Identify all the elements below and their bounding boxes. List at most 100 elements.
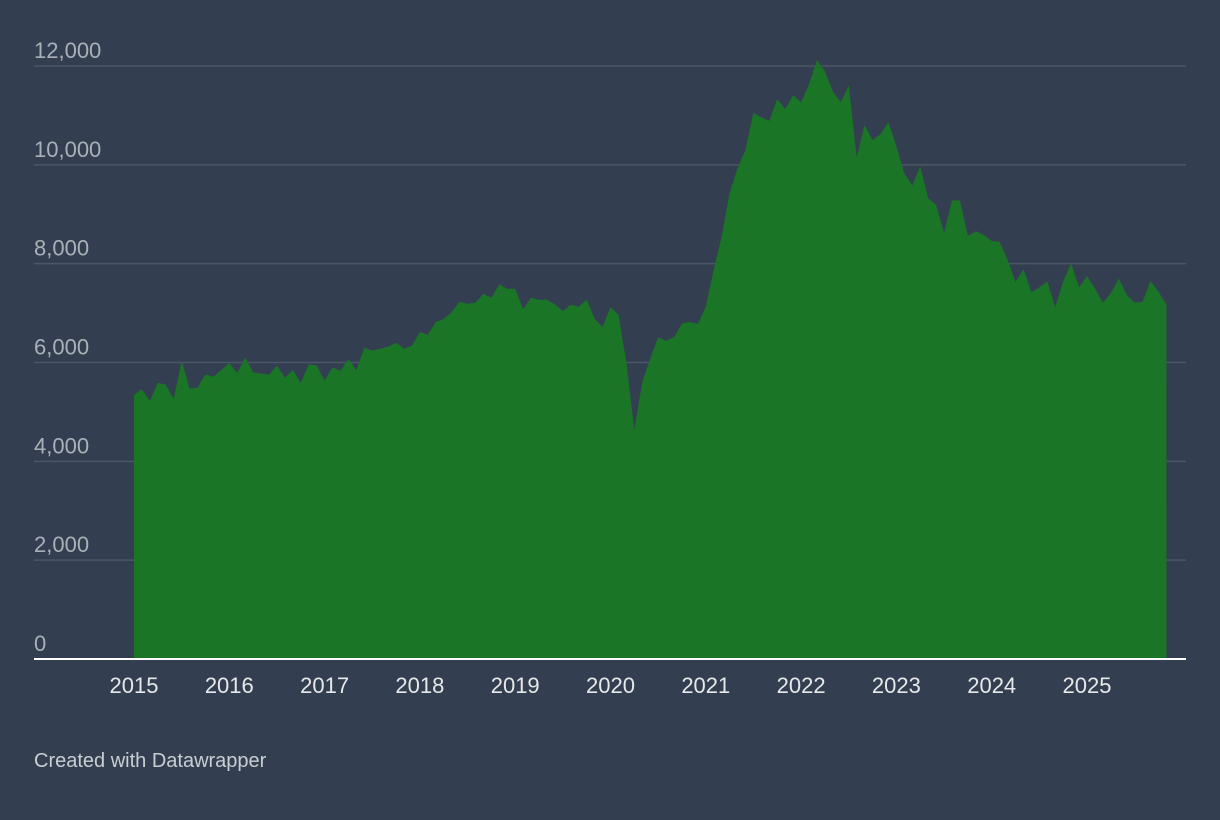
y-tick-label: 4,000: [34, 433, 89, 458]
data-point: [235, 371, 239, 375]
data-point: [172, 397, 176, 401]
data-point: [998, 240, 1002, 244]
data-point: [553, 302, 557, 306]
x-tick-label: 2016: [205, 673, 254, 698]
data-point: [1053, 305, 1057, 309]
data-point: [879, 132, 883, 136]
data-point: [902, 171, 906, 175]
data-point: [672, 335, 676, 339]
data-point: [489, 296, 493, 300]
data-point: [140, 387, 144, 391]
data-point: [616, 313, 620, 317]
data-point: [1093, 286, 1097, 290]
area-series: [134, 60, 1167, 660]
data-point: [1101, 301, 1105, 305]
data-point: [148, 399, 152, 403]
data-point: [402, 347, 406, 351]
data-point: [886, 120, 890, 124]
data-point: [1029, 290, 1033, 294]
data-point: [791, 93, 795, 97]
data-point: [1149, 279, 1153, 283]
data-point: [847, 84, 851, 88]
data-point: [863, 123, 867, 127]
data-point: [203, 372, 207, 376]
y-axis-labels: 0 2,000 4,000 6,000 8,000 10,000 12,000: [34, 38, 101, 656]
data-point: [545, 298, 549, 302]
data-point: [164, 383, 168, 387]
data-point: [156, 381, 160, 385]
data-point: [537, 298, 541, 302]
data-point: [704, 305, 708, 309]
data-point: [219, 368, 223, 372]
data-point: [315, 363, 319, 367]
data-point: [736, 166, 740, 170]
data-point: [942, 231, 946, 235]
data-point: [799, 101, 803, 105]
data-point: [807, 82, 811, 86]
data-point: [1021, 267, 1025, 271]
data-point: [188, 387, 192, 391]
y-tick-label: 6,000: [34, 335, 89, 360]
data-point: [1077, 285, 1081, 289]
data-point: [958, 198, 962, 202]
data-point: [688, 320, 692, 324]
x-tick-label: 2019: [491, 673, 540, 698]
x-tick-label: 2022: [777, 673, 826, 698]
data-point: [466, 302, 470, 306]
data-point: [196, 386, 200, 390]
data-point: [664, 339, 668, 343]
data-point: [728, 191, 732, 195]
data-point: [251, 370, 255, 374]
data-point: [1061, 279, 1065, 283]
data-point: [712, 268, 716, 272]
x-tick-label: 2017: [300, 673, 349, 698]
data-point: [275, 363, 279, 367]
data-point: [1125, 293, 1129, 297]
data-point: [585, 298, 589, 302]
data-point: [505, 287, 509, 291]
data-point: [823, 69, 827, 73]
data-point: [593, 317, 597, 321]
footer-credit: Created with Datawrapper: [34, 750, 267, 772]
y-tick-label: 10,000: [34, 137, 101, 162]
data-point: [950, 198, 954, 202]
data-point: [394, 341, 398, 345]
data-point: [291, 368, 295, 372]
data-point: [283, 376, 287, 380]
y-tick-label: 0: [34, 631, 46, 656]
data-point: [362, 346, 366, 350]
data-point: [966, 234, 970, 238]
data-point: [577, 305, 581, 309]
data-point: [894, 145, 898, 149]
data-point: [759, 115, 763, 119]
data-point: [243, 355, 247, 359]
data-point: [926, 196, 930, 200]
data-point: [497, 282, 501, 286]
data-point: [331, 365, 335, 369]
x-tick-label: 2024: [967, 673, 1016, 698]
data-point: [338, 369, 342, 373]
data-point: [720, 234, 724, 238]
y-tick-label: 12,000: [34, 38, 101, 63]
data-point: [386, 345, 390, 349]
data-point: [990, 239, 994, 243]
data-point: [680, 321, 684, 325]
data-point: [418, 330, 422, 334]
data-point: [410, 344, 414, 348]
data-point: [918, 164, 922, 168]
x-axis-labels: 2015 2016 2017 2018 2019 2020 2021 2022 2023 2024…: [110, 673, 1112, 698]
data-point: [450, 310, 454, 314]
data-point: [481, 292, 485, 296]
data-point: [1014, 280, 1018, 284]
data-point: [744, 148, 748, 152]
data-point: [609, 305, 613, 309]
data-point: [561, 309, 565, 313]
x-tick-label: 2020: [586, 673, 635, 698]
x-tick-label: 2025: [1063, 673, 1112, 698]
data-point: [521, 307, 525, 311]
data-point: [442, 317, 446, 321]
data-point: [1085, 274, 1089, 278]
data-point: [1141, 300, 1145, 304]
y-tick-label: 2,000: [34, 532, 89, 557]
